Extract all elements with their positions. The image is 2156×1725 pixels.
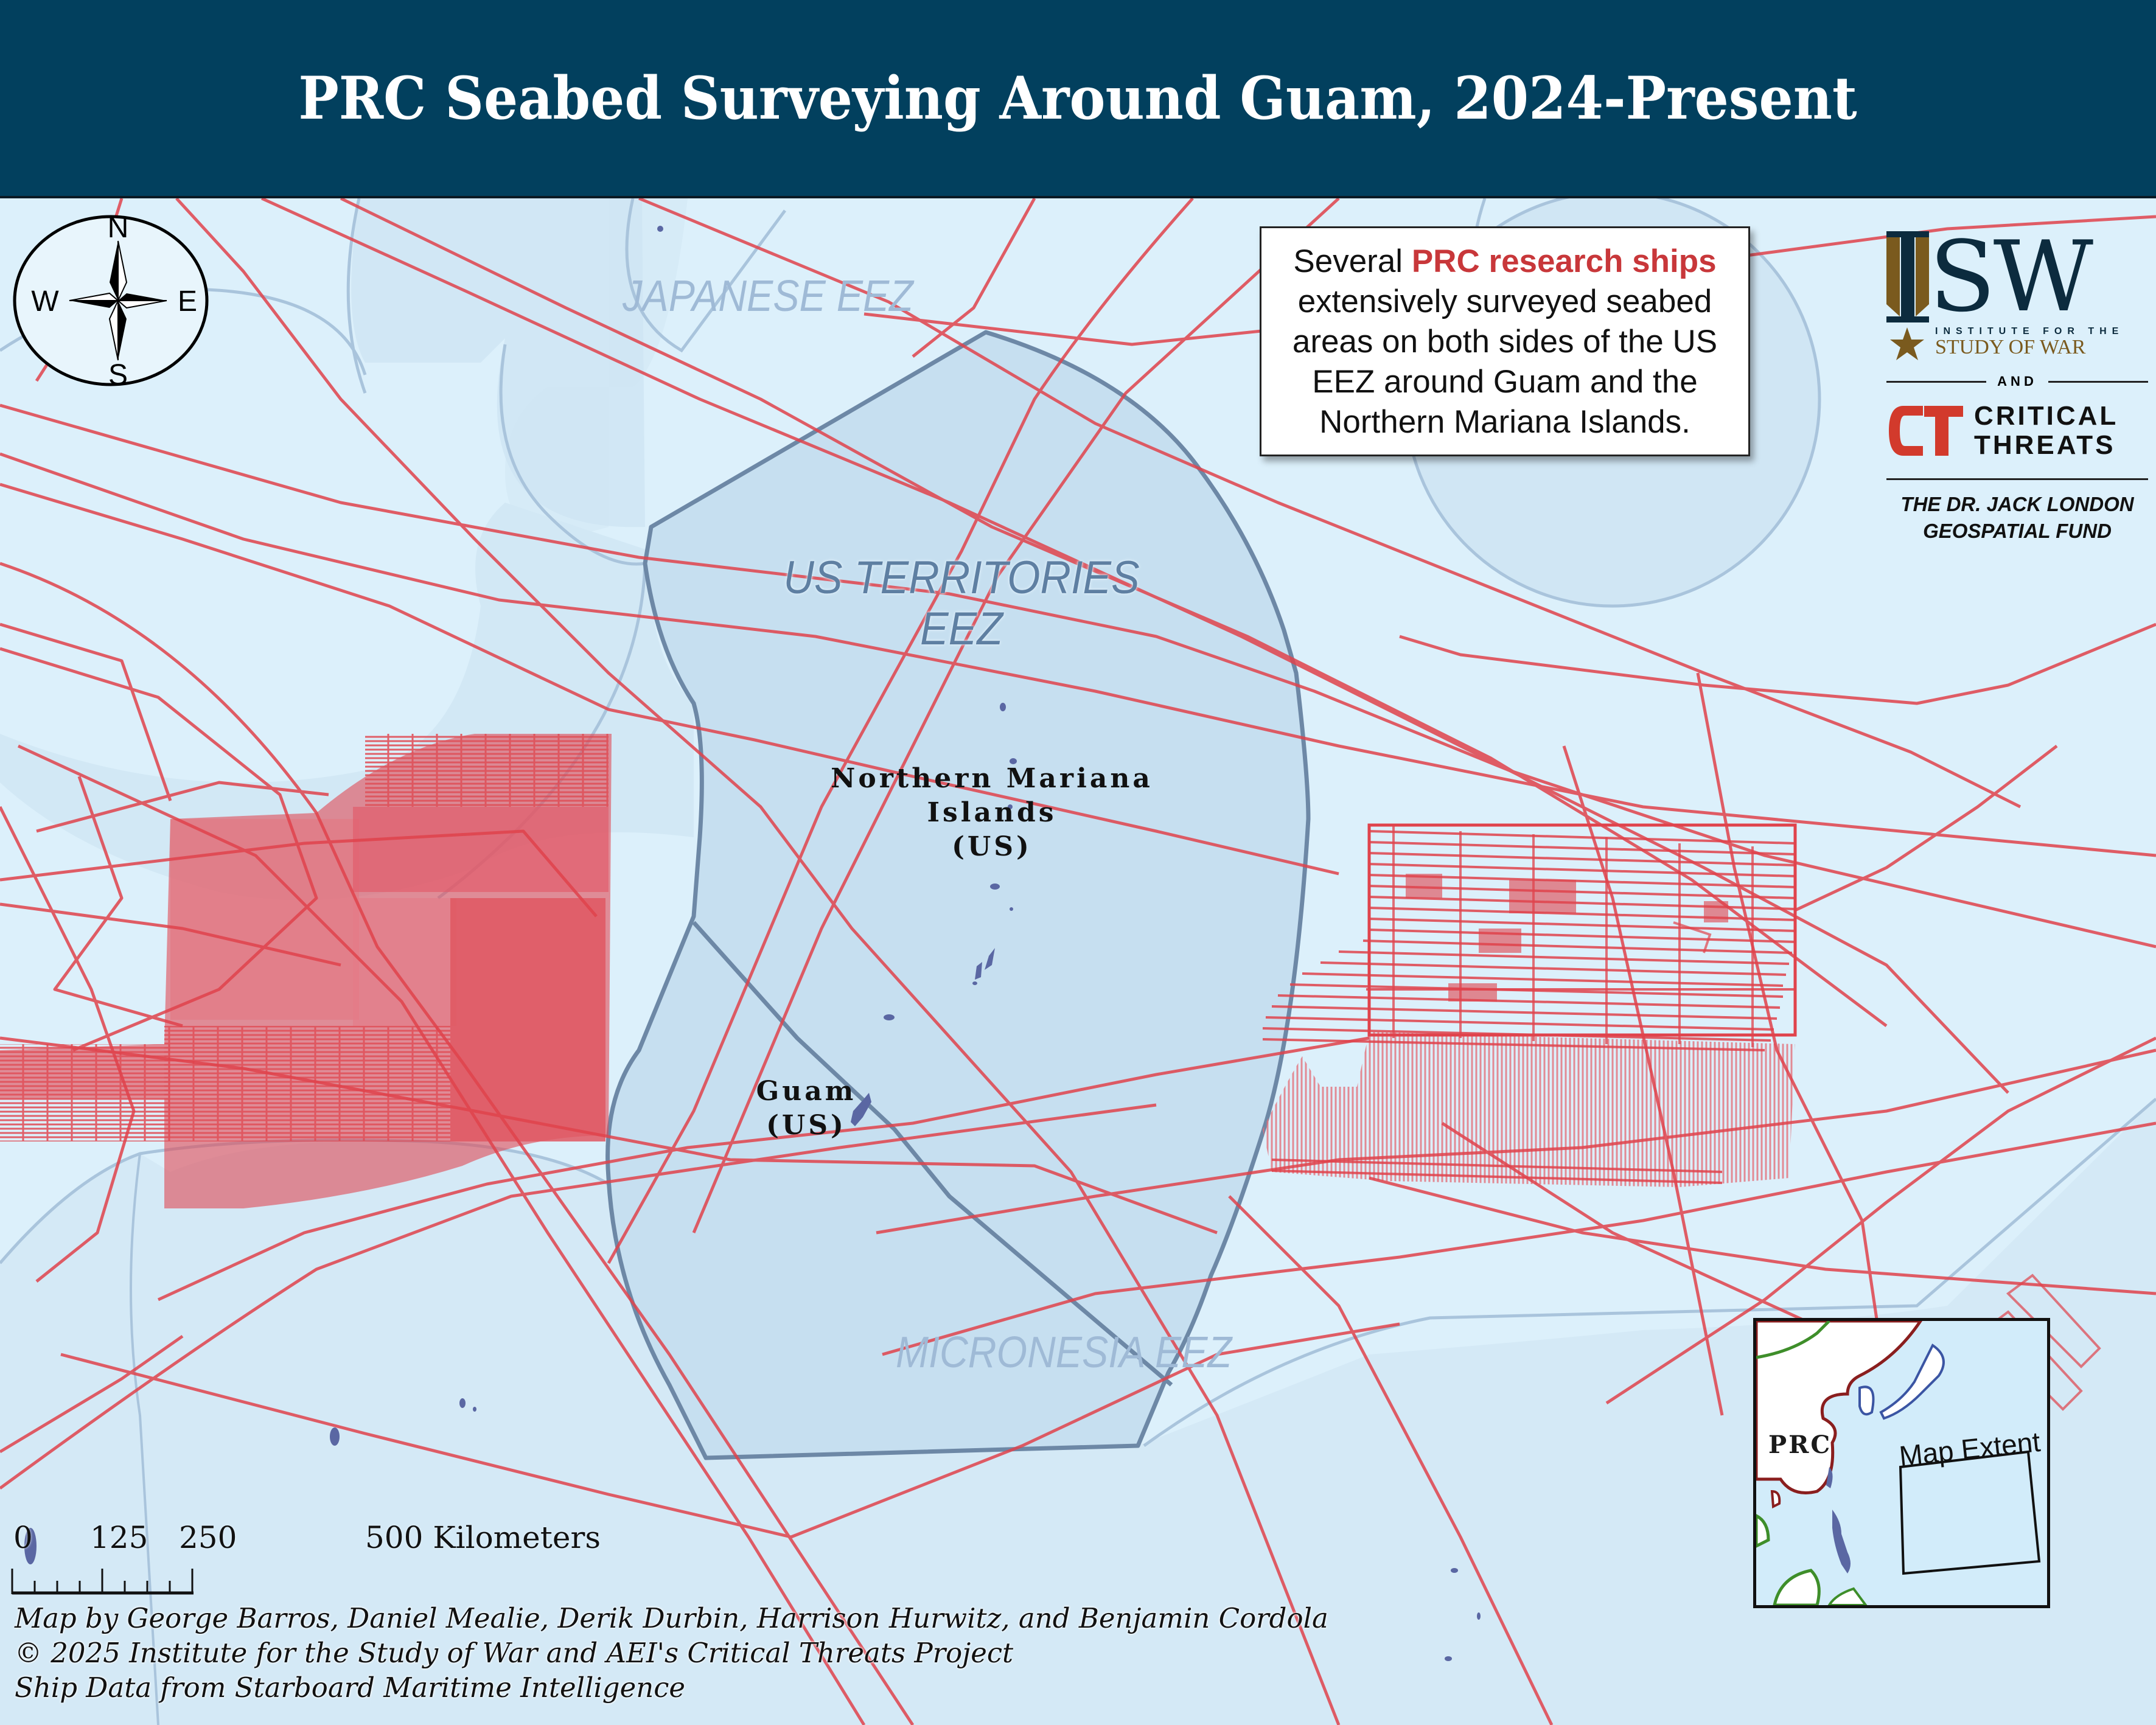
fund-line2: GEOSPATIAL FUND [1923, 520, 2112, 542]
us-territories-eez-label: US TERRITORIES EEZ [776, 552, 1146, 655]
us-eez-label-line2: EEZ [920, 603, 1003, 655]
compass-rose: N S W E [7, 209, 214, 395]
compass-north-label: N [108, 212, 129, 244]
compass-rose-icon: N S W E [13, 212, 209, 391]
scale-tick-250: 250 [179, 1520, 237, 1555]
isw-logo: SW [1886, 220, 2148, 333]
japanese-eez-label: JAPANESE EEZ [623, 272, 913, 321]
map-base-layer [0, 198, 2156, 1725]
us-eez-label-line1: US TERRITORIES [783, 552, 1140, 604]
fund-divider [1886, 478, 2148, 480]
fund-line1: THE DR. JACK LONDON [1900, 493, 2134, 515]
guam-label: Guam (US) [755, 1075, 858, 1143]
logo-and-divider: AND [1886, 374, 2149, 389]
nmi-label-line3: (US) [952, 831, 1032, 862]
map-title: PRC Seabed Surveying Around Guam, 2024-P… [298, 63, 1858, 133]
publisher-logos: SW INSTITUTE FOR THE STUDY OF WAR AND CR… [1886, 220, 2149, 545]
guam-island [851, 1093, 871, 1126]
northern-mariana-islands-label: Northern Mariana Islands (US) [809, 762, 1174, 864]
guam-nmi-boundary [692, 921, 1173, 1387]
critical-threats-logo: CRITICAL THREATS [1886, 402, 2148, 460]
isw-star-icon [1890, 327, 1924, 360]
logo-and-label: AND [1997, 374, 2037, 389]
ct-line2: THREATS [1974, 430, 2116, 460]
scale-tick-500-kilometers: 500 Kilometers [365, 1520, 601, 1555]
ct-mark-icon [1889, 406, 1963, 456]
callout-box: Several PRC research ships extensively s… [1260, 226, 1750, 456]
ct-line1: CRITICAL [1974, 401, 2119, 431]
callout-highlight: PRC research ships [1411, 243, 1717, 279]
ship-tracks [0, 198, 2156, 1725]
credits-authors: Map by George Barros, Daniel Mealie, Der… [15, 1602, 1328, 1634]
nmi-label-line1: Northern Mariana [831, 763, 1153, 794]
west-survey-area [0, 734, 612, 1208]
guam-label-line1: Guam [756, 1076, 857, 1107]
micronesia-eez-label: MICRONESIA EEZ [896, 1328, 1232, 1377]
isw-subtitle-line1: INSTITUTE FOR THE [1935, 326, 2124, 336]
inset-map-graphic [1756, 1321, 2047, 1605]
inset-prc-label: PRC [1768, 1431, 1832, 1459]
nmi-label-line2: Islands [927, 797, 1057, 828]
ct-wordmark: CRITICAL THREATS [1974, 402, 2118, 460]
compass-south-label: S [108, 359, 128, 391]
map-extent-box [1899, 1450, 2041, 1575]
scale-bar-ruler [11, 1569, 194, 1595]
callout-text-before: Several [1293, 243, 1412, 279]
scale-tick-125: 125 [90, 1520, 148, 1555]
credits-copyright: © 2025 Institute for the Study of War an… [15, 1637, 1014, 1669]
map-credits: Map by George Barros, Daniel Mealie, Der… [15, 1601, 1328, 1705]
compass-east-label: E [178, 285, 197, 318]
map-canvas: N S W E JAPANESE EEZ US TERRITORIES EEZ … [0, 198, 2156, 1725]
map-header: PRC Seabed Surveying Around Guam, 2024-P… [0, 0, 2156, 198]
isw-subtitle-line2: STUDY OF WAR [1935, 336, 2086, 358]
geospatial-fund-credit: THE DR. JACK LONDON GEOSPATIAL FUND [1886, 491, 2148, 545]
us-territories-eez [605, 330, 1311, 1460]
isw-letters: SW [1929, 220, 2093, 333]
credits-data-source: Ship Data from Starboard Maritime Intell… [15, 1671, 686, 1704]
scale-tick-0: 0 [13, 1520, 33, 1555]
guam-label-line2: (US) [766, 1110, 846, 1141]
isw-pillar-icon [1886, 231, 1929, 322]
micronesia-eez-area [0, 1099, 2156, 1725]
islands [24, 226, 1481, 1661]
east-survey-area [1262, 823, 1797, 1187]
compass-west-label: W [31, 285, 59, 318]
callout-text-after: extensively surveyed seabed areas on bot… [1292, 284, 1718, 440]
inset-locator-map: PRC Map Extent [1753, 1318, 2050, 1608]
japanese-eez-area [0, 198, 645, 528]
